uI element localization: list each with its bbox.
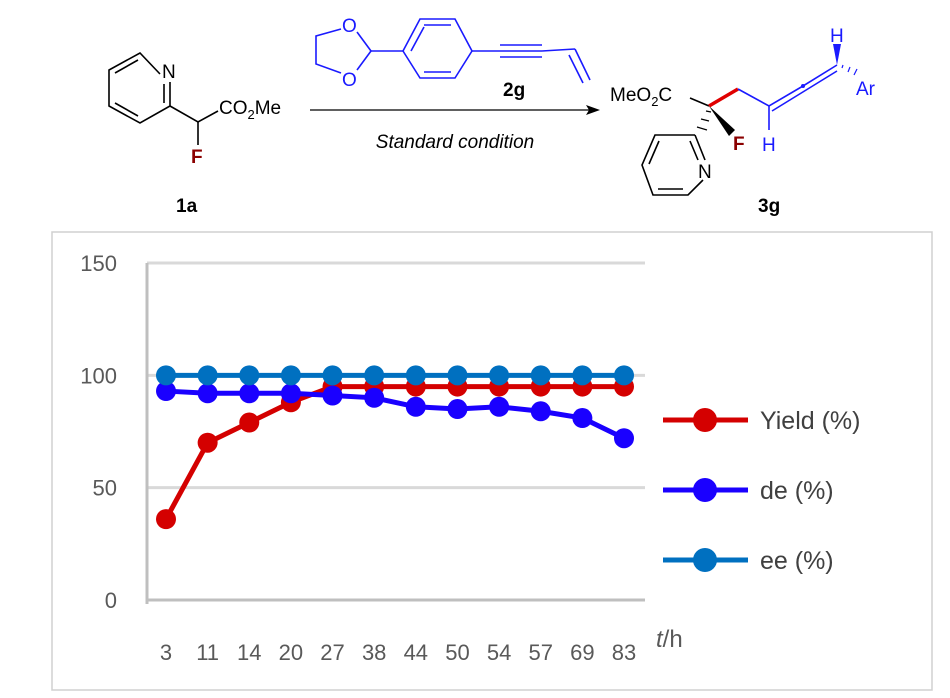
y-tick-label: 0: [105, 588, 117, 613]
data-point: [280, 383, 301, 404]
data-point: [197, 383, 218, 404]
data-point: [197, 365, 218, 386]
x-tick-label: 27: [320, 640, 344, 665]
legend-label: ee (%): [760, 547, 834, 575]
y-tick-label: 150: [80, 251, 117, 276]
x-tick-label: 69: [570, 640, 594, 665]
x-tick-label: 14: [237, 640, 261, 665]
data-point: [239, 412, 260, 433]
data-point: [572, 365, 593, 386]
x-tick-label: 20: [279, 640, 303, 665]
series-line: [163, 384, 624, 521]
x-tick-label: 50: [445, 640, 469, 665]
x-tick-label: 54: [487, 640, 511, 665]
data-point: [572, 408, 593, 429]
data-point: [405, 365, 426, 386]
ester-group: MeO2C: [610, 85, 672, 109]
ester-group: CO2Me: [219, 98, 281, 122]
atom-f: F: [191, 147, 203, 168]
x-tick-label: 44: [404, 640, 428, 665]
atom-o: O: [342, 16, 357, 37]
data-point: [489, 365, 510, 386]
x-axis-label: t/h: [656, 626, 683, 653]
legend-label: Yield (%): [760, 407, 861, 435]
atom-n: N: [162, 62, 176, 83]
x-tick-label: 57: [528, 640, 552, 665]
y-tick-label: 50: [93, 476, 117, 501]
data-point: [156, 381, 176, 402]
chart: 0 50 100 150 3 11 14 20 27 38 44 50 54 57 69 83 t/h Yield…: [80, 251, 860, 665]
data-point: [364, 387, 385, 408]
atom-o: O: [342, 70, 357, 91]
data-point: [364, 365, 385, 386]
chart-frame: [51, 231, 933, 691]
data-point: [489, 396, 510, 417]
legend-marker: [693, 478, 717, 502]
data-point: [447, 365, 468, 386]
data-point: [322, 385, 343, 406]
reaction-arrow: Standard condition: [310, 105, 600, 153]
data-point: [530, 365, 551, 386]
legend-marker: [693, 408, 717, 432]
reaction-scheme: N CO2Me F 1a O O 2g: [108, 16, 876, 217]
y-tick-label: 100: [80, 363, 117, 388]
legend-label: de (%): [760, 477, 834, 505]
data-point: [614, 365, 634, 386]
compound-label-2g: 2g: [503, 80, 525, 101]
reactant-1a-structure: N CO2Me F 1a: [108, 52, 281, 217]
data-point: [239, 383, 260, 404]
data-point: [197, 432, 218, 453]
compound-label-1a: 1a: [176, 196, 198, 217]
x-tick-label: 83: [612, 640, 636, 665]
x-tick-label: 38: [362, 640, 386, 665]
atom-f: F: [733, 134, 745, 155]
atom-h: H: [762, 135, 776, 156]
data-point: [614, 428, 634, 449]
legend-marker: [693, 548, 717, 572]
reaction-condition: Standard condition: [376, 132, 534, 153]
data-point: [447, 399, 468, 420]
data-point: [280, 365, 301, 386]
aryl-group: Ar: [856, 79, 876, 100]
atom-h: H: [830, 26, 844, 47]
data-point: [530, 401, 551, 422]
product-3g-structure: MeO2C N F H H Ar 3g: [610, 26, 876, 217]
atom-n: N: [698, 162, 712, 183]
x-tick-label: 3: [160, 640, 172, 665]
compound-label-3g: 3g: [758, 196, 780, 217]
x-tick-label: 11: [196, 640, 219, 665]
data-point: [322, 365, 343, 386]
data-point: [405, 396, 426, 417]
data-point: [156, 365, 176, 386]
reagent-2g-structure: O O 2g: [315, 16, 591, 101]
data-point: [239, 365, 260, 386]
data-point: [156, 509, 176, 530]
